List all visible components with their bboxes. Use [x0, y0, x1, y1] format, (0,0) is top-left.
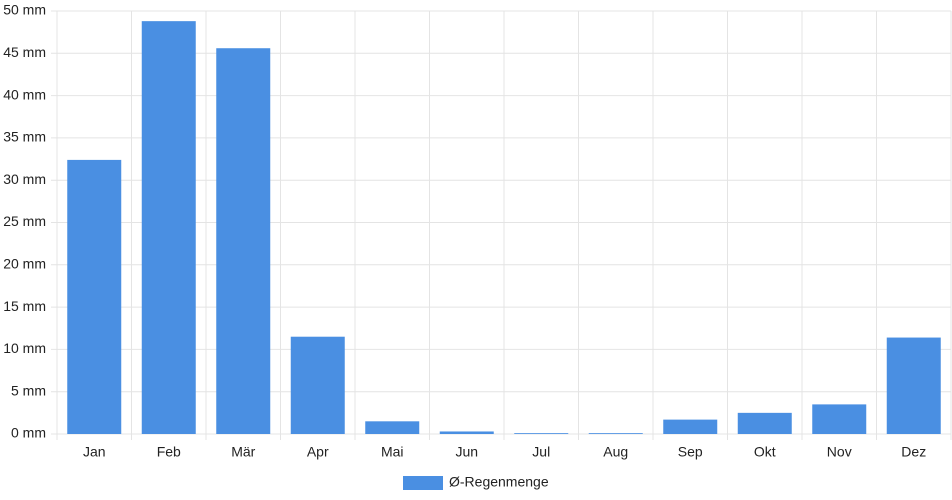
y-tick-label: 35 mm: [3, 129, 46, 145]
x-tick-label: Okt: [754, 444, 776, 460]
legend-swatch: [403, 476, 443, 490]
y-tick-label: 0 mm: [11, 425, 46, 441]
y-tick-label: 20 mm: [3, 256, 46, 272]
y-tick-label: 5 mm: [11, 382, 46, 398]
bar: [439, 431, 494, 434]
y-tick-label: 45 mm: [3, 44, 46, 60]
x-tick-label: Nov: [827, 444, 852, 460]
x-tick-label: Dez: [901, 444, 926, 460]
x-tick-label: Jul: [532, 444, 550, 460]
bar: [514, 433, 569, 434]
bar: [812, 404, 867, 434]
x-tick-label: Apr: [307, 444, 329, 460]
bar: [588, 433, 643, 434]
x-tick-label: Jan: [83, 444, 106, 460]
y-tick-label: 30 mm: [3, 171, 46, 187]
bar: [886, 337, 941, 434]
x-tick-label: Aug: [603, 444, 628, 460]
bar: [663, 419, 718, 434]
legend-label: Ø-Regenmenge: [449, 474, 549, 490]
bar: [365, 421, 420, 434]
y-tick-label: 25 mm: [3, 213, 46, 229]
bar: [290, 336, 345, 434]
x-tick-label: Jun: [455, 444, 478, 460]
x-tick-label: Sep: [678, 444, 703, 460]
y-tick-label: 50 mm: [3, 2, 46, 18]
x-tick-label: Feb: [157, 444, 181, 460]
x-tick-label: Mär: [231, 444, 255, 460]
x-tick-label: Mai: [381, 444, 404, 460]
y-tick-label: 40 mm: [3, 86, 46, 102]
y-tick-label: 10 mm: [3, 340, 46, 356]
bar: [67, 159, 122, 434]
bar: [141, 21, 196, 434]
y-tick-label: 15 mm: [3, 298, 46, 314]
bar: [737, 412, 792, 434]
bar: [216, 48, 271, 434]
